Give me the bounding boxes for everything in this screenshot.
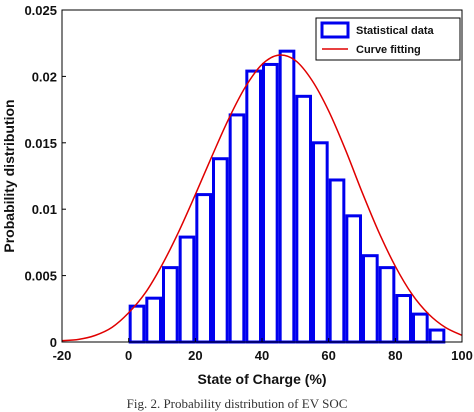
- histogram-bar: [245, 69, 262, 344]
- legend-box: [315, 17, 461, 61]
- y-tick-label: 0.005: [24, 269, 57, 284]
- figure-caption: Fig. 2. Probability distribution of EV S…: [126, 396, 348, 411]
- histogram-bar: [145, 296, 162, 344]
- x-tick-label: 60: [321, 348, 335, 363]
- histogram-bar: [428, 328, 446, 344]
- y-tick-label: 0.025: [24, 3, 57, 18]
- histogram-bar: [295, 94, 313, 344]
- y-axis-label: Probability distribution: [1, 99, 17, 252]
- histogram-bar: [212, 157, 229, 344]
- x-axis-label: State of Charge (%): [197, 371, 326, 387]
- x-axis-ticks: -20 0 20 40 60 80 100: [53, 338, 473, 363]
- histogram-bar: [378, 266, 396, 344]
- x-tick-label: 80: [388, 348, 402, 363]
- x-tick-label: 20: [188, 348, 202, 363]
- histogram-bar: [195, 193, 212, 344]
- histogram-bar: [162, 266, 179, 344]
- histogram-bar: [328, 178, 346, 344]
- y-tick-label: 0.01: [32, 202, 57, 217]
- histogram-bar: [128, 304, 146, 344]
- x-tick-label: -20: [53, 348, 72, 363]
- histogram-bar: [278, 49, 296, 344]
- y-tick-label: 0: [50, 335, 57, 350]
- fitted-curve-line: [61, 54, 463, 342]
- legend-label-statistical: Statistical data: [356, 25, 435, 37]
- legend: Statistical data Curve fitting: [315, 17, 461, 61]
- x-tick-label: 100: [451, 348, 473, 363]
- histogram-bar: [362, 254, 379, 344]
- y-tick-label: 0.02: [32, 69, 57, 84]
- histogram-bar: [262, 62, 279, 344]
- legend-swatch-statistical: [320, 21, 350, 39]
- histogram-bar: [412, 312, 429, 344]
- bar-series: [128, 49, 446, 344]
- x-tick-label: 0: [125, 348, 132, 363]
- y-axis-ticks: 0 0.005 0.01 0.015 0.02 0.025: [24, 3, 66, 350]
- histogram-bar: [228, 113, 246, 344]
- histogram-bar: [395, 294, 413, 344]
- y-tick-label: 0.015: [24, 136, 57, 151]
- histogram-bar: [345, 214, 363, 344]
- x-tick-label: 40: [255, 348, 269, 363]
- histogram-bar: [178, 235, 196, 344]
- histogram-bar: [312, 141, 329, 344]
- legend-label-curve: Curve fitting: [356, 44, 421, 56]
